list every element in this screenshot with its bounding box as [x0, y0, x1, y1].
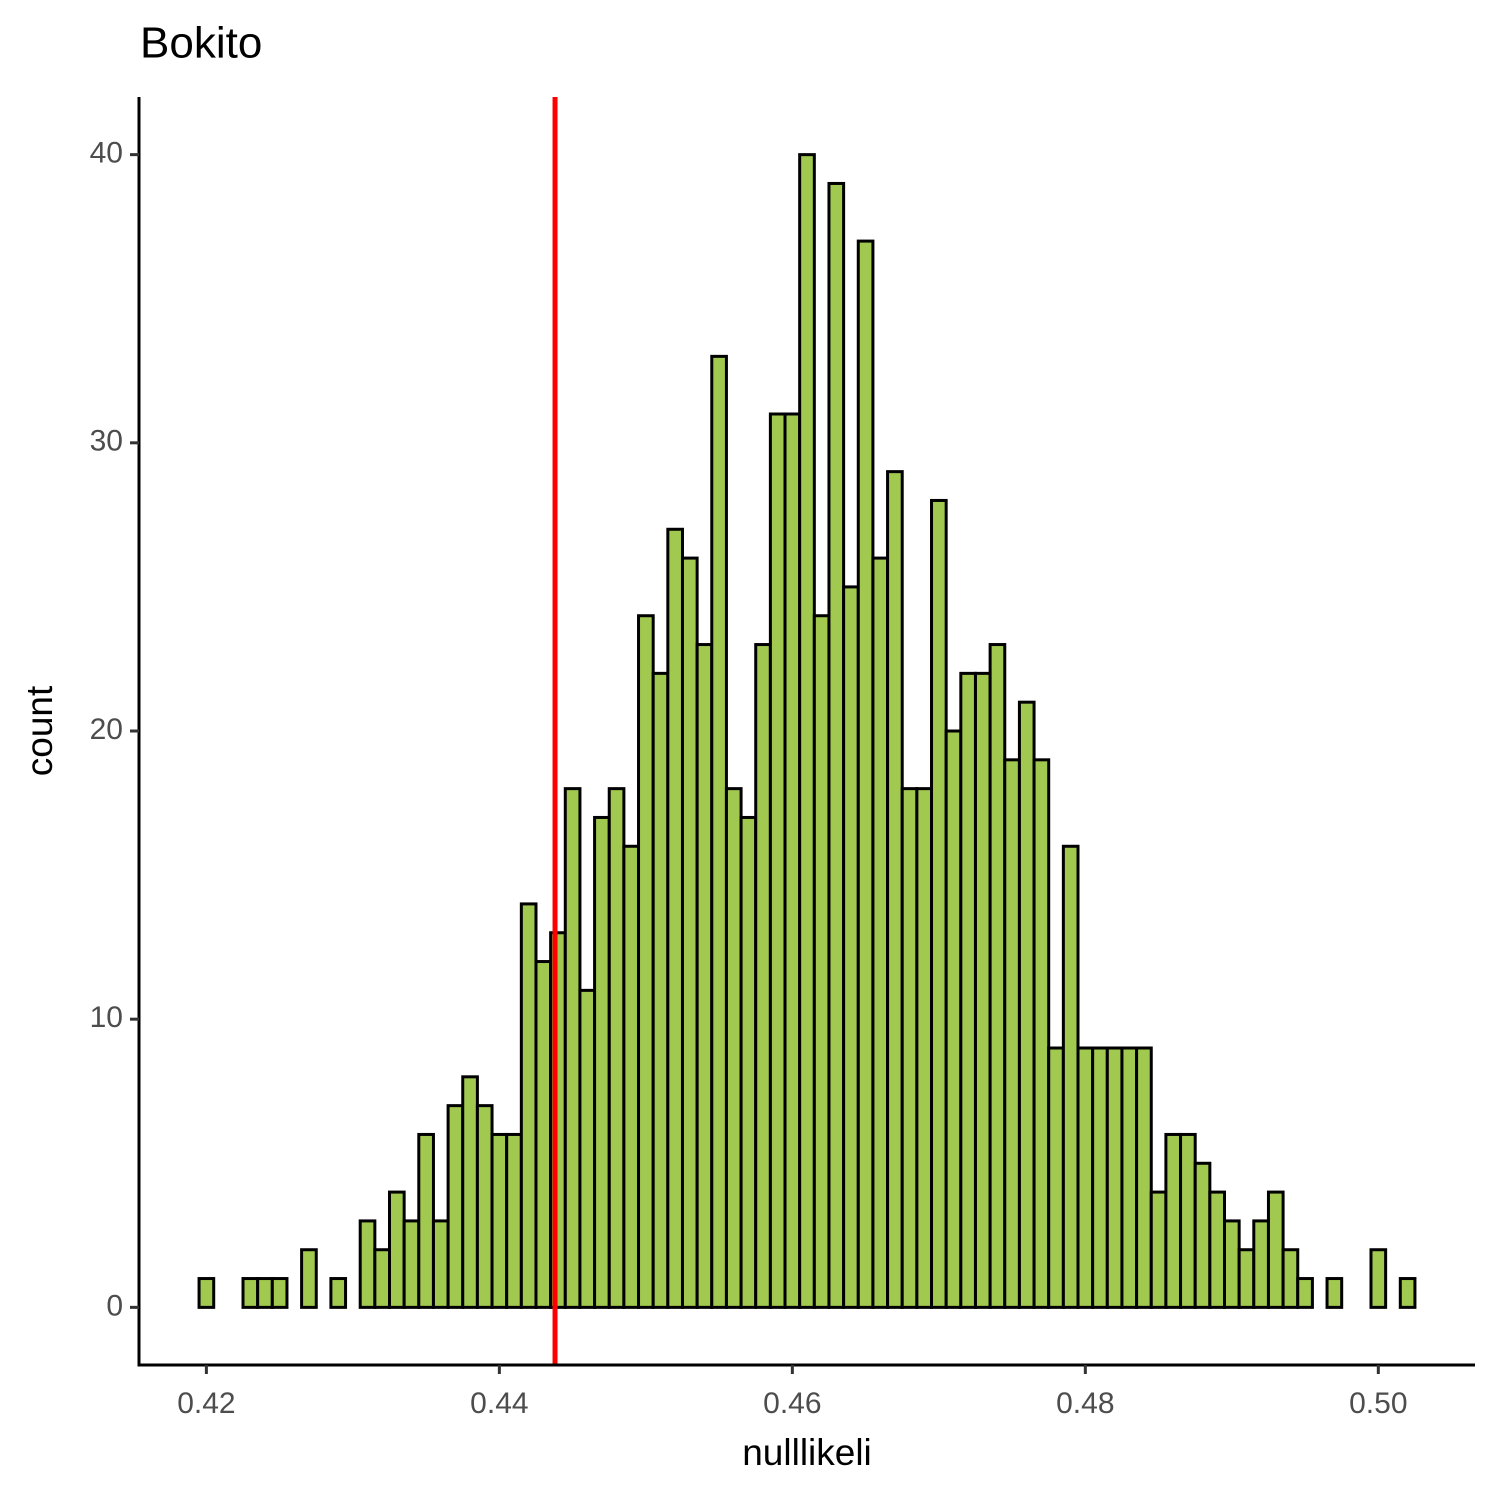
bar — [256, 1277, 274, 1309]
bar — [768, 412, 787, 1309]
bar — [1252, 1219, 1270, 1309]
bar — [593, 815, 611, 1309]
bar — [812, 614, 831, 1309]
x-tick-label: 0.50 — [1349, 1387, 1407, 1420]
bar — [241, 1277, 260, 1309]
bar — [798, 153, 816, 1309]
bar — [1193, 1161, 1212, 1309]
bar — [856, 239, 875, 1309]
y-axis-title: count — [19, 685, 60, 776]
bar — [637, 614, 655, 1309]
bar — [431, 1219, 450, 1309]
bar — [1047, 1046, 1065, 1309]
bar — [988, 643, 1007, 1309]
bar — [1076, 1046, 1095, 1309]
bar — [197, 1277, 216, 1309]
bar — [402, 1219, 421, 1309]
bar — [1369, 1248, 1388, 1309]
bar — [505, 1132, 523, 1309]
bar — [842, 585, 860, 1309]
bar — [1105, 1046, 1124, 1309]
bar — [1281, 1248, 1300, 1309]
bar — [930, 498, 948, 1309]
bar — [475, 1104, 494, 1309]
bar — [973, 671, 992, 1309]
bar — [1266, 1190, 1285, 1309]
bar — [1061, 844, 1080, 1309]
bar — [1179, 1132, 1197, 1309]
bar — [724, 787, 743, 1309]
bar — [1003, 758, 1021, 1309]
x-axis-title: nulllikeli — [742, 1432, 872, 1473]
bar — [1237, 1248, 1256, 1309]
bar — [270, 1277, 289, 1309]
bar — [300, 1248, 318, 1309]
bar — [1296, 1277, 1314, 1309]
bar — [1164, 1132, 1183, 1309]
y-tick-label: 40 — [90, 137, 123, 170]
bar — [490, 1132, 509, 1309]
bar — [680, 556, 699, 1309]
bar — [1398, 1277, 1417, 1309]
bar — [563, 787, 582, 1309]
bar — [710, 354, 728, 1309]
bar — [695, 643, 714, 1309]
bar — [900, 787, 919, 1309]
bar — [388, 1190, 406, 1309]
bar — [461, 1075, 479, 1309]
bar — [739, 815, 758, 1309]
bar — [754, 643, 772, 1309]
y-tick-label: 10 — [90, 1001, 123, 1034]
bar — [959, 671, 977, 1309]
bar — [417, 1132, 435, 1309]
bar — [915, 787, 934, 1309]
bar — [622, 844, 641, 1309]
bar — [1017, 700, 1036, 1309]
bar — [944, 729, 963, 1309]
y-tick-label: 30 — [90, 425, 123, 458]
bar — [1223, 1219, 1241, 1309]
bar — [329, 1277, 348, 1309]
bar — [446, 1104, 465, 1309]
bar — [1135, 1046, 1153, 1309]
x-tick-label: 0.46 — [763, 1387, 821, 1420]
bar — [1149, 1190, 1168, 1309]
bar — [1208, 1190, 1226, 1309]
bar — [358, 1219, 377, 1309]
bar — [666, 527, 684, 1309]
bar — [1032, 758, 1051, 1309]
x-tick-label: 0.44 — [470, 1387, 528, 1420]
bar — [871, 556, 890, 1309]
bar — [373, 1248, 392, 1309]
bar — [1325, 1277, 1344, 1309]
bar — [578, 988, 597, 1309]
bar — [607, 787, 626, 1309]
bar — [886, 470, 904, 1309]
y-tick-label: 0 — [106, 1289, 123, 1322]
bar — [519, 902, 538, 1309]
bar — [651, 671, 670, 1309]
chart-title: Bokito — [140, 19, 262, 68]
bar — [1120, 1046, 1139, 1309]
x-tick-label: 0.42 — [177, 1387, 235, 1420]
y-tick-label: 20 — [90, 713, 123, 746]
x-tick-label: 0.48 — [1056, 1387, 1114, 1420]
bar — [1091, 1046, 1109, 1309]
bar — [827, 181, 846, 1309]
bar — [534, 960, 553, 1309]
bar — [783, 412, 802, 1309]
